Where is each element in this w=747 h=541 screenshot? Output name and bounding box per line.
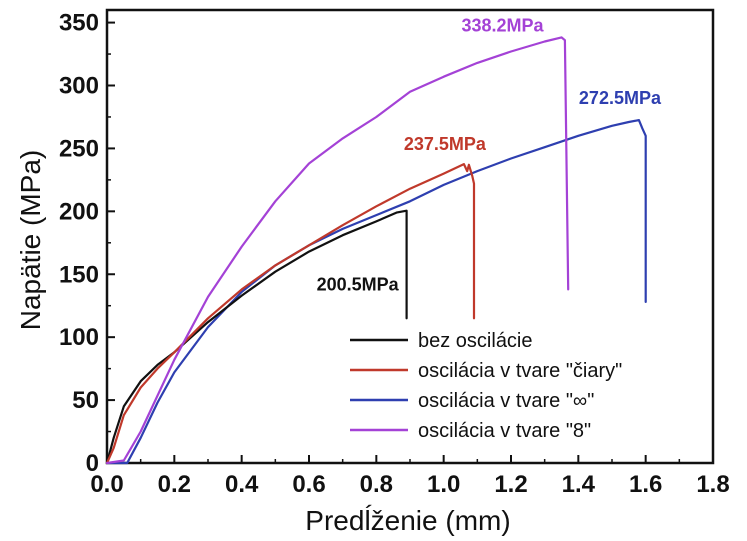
x-tick-label: 1.8 [696, 471, 729, 498]
series-line-3 [105, 36, 570, 465]
peak-annotation: 272.5MPa [579, 88, 662, 108]
x-tick-label: 1.2 [494, 471, 527, 498]
x-axis-ticks: 0.0 0.2 0.4 0.6 0.8 1.0 1.2 1.4 1.6 1.8 [90, 455, 730, 498]
legend-entry: oscilácia v tvare "8" [418, 420, 591, 442]
peak-annotation: 237.5MPa [404, 134, 487, 154]
plot-area [105, 8, 715, 465]
x-tick-label: 1.4 [562, 471, 596, 498]
y-tick-label: 350 [59, 10, 99, 37]
x-tick-label: 0.2 [158, 471, 191, 498]
series-layer [105, 36, 647, 465]
x-tick-label: 1.6 [629, 471, 662, 498]
y-tick-label: 250 [59, 135, 99, 162]
y-axis-title: Napätie (MPa) [15, 150, 46, 331]
y-tick-label: 150 [59, 261, 99, 288]
x-tick-label: 0.8 [360, 471, 393, 498]
y-tick-label: 300 [59, 73, 99, 100]
legend-entry: oscilácia v tvare "čiary" [418, 360, 622, 382]
annotations: 200.5MPa 237.5MPa 272.5MPa 338.2MPa [317, 15, 662, 294]
x-tick-label: 0.4 [225, 471, 259, 498]
legend: bez oscilácie oscilácia v tvare "čiary" os… [350, 330, 622, 442]
series-line-0 [105, 209, 408, 465]
series-line-1 [105, 163, 476, 465]
peak-annotation: 338.2MPa [462, 15, 545, 35]
y-tick-label: 0 [86, 450, 99, 477]
y-tick-label: 100 [59, 324, 99, 351]
y-tick-label: 200 [59, 198, 99, 225]
y-tick-label: 50 [72, 387, 99, 414]
x-tick-label: 1.0 [427, 471, 460, 498]
legend-entry: bez oscilácie [418, 330, 533, 352]
plot-frame [105, 8, 715, 465]
x-tick-label: 0.6 [292, 471, 325, 498]
peak-annotation: 200.5MPa [317, 275, 400, 295]
legend-entry: oscilácia v tvare "∞" [418, 390, 594, 412]
x-tick-label: 0.0 [90, 471, 123, 498]
series-line-2 [105, 118, 647, 465]
x-axis-title: Predĺženie (mm) [305, 504, 510, 536]
